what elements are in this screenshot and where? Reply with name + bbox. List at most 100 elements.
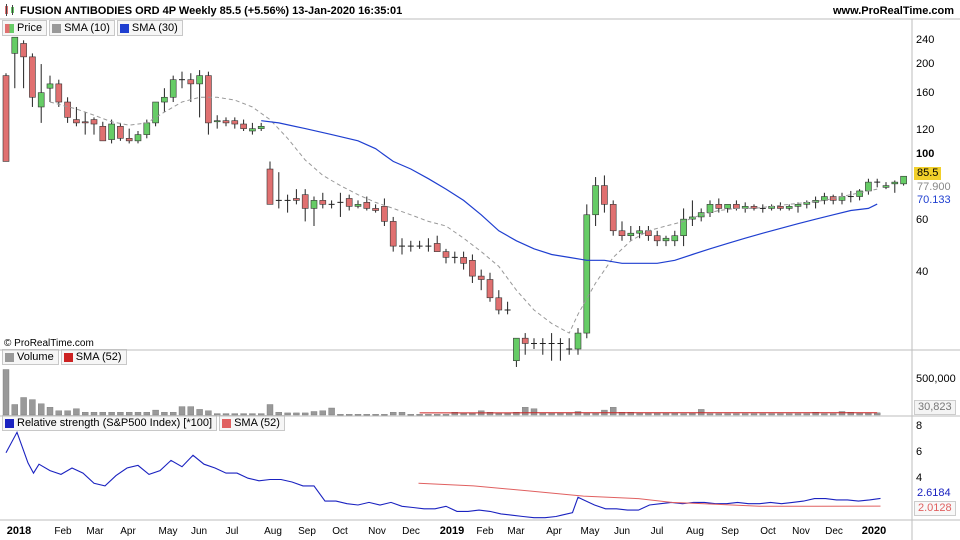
price-tick-60: 60 [916, 214, 929, 226]
candle-body [486, 279, 494, 299]
price-candle [64, 97, 71, 123]
x-tick-jun-2018: Jun [190, 526, 208, 537]
relative-strength-panel [5, 430, 881, 519]
price-candle [205, 71, 212, 135]
price-candle [627, 226, 635, 241]
candle-body [117, 126, 124, 139]
price-candle [829, 194, 837, 205]
legend-volume-sma[interactable]: SMA (52) [60, 349, 127, 365]
candle-body [495, 297, 503, 311]
candle-body [513, 337, 520, 362]
volume-bar [513, 412, 520, 416]
price-candle [486, 272, 494, 302]
price-candle [372, 204, 379, 213]
candle-body [29, 56, 36, 98]
volume-value-tag: 30,823 [914, 400, 956, 415]
volume-bar [671, 412, 678, 416]
candle-body [609, 204, 617, 232]
candle-body [257, 126, 265, 129]
price-candle [249, 122, 256, 135]
price-candle [46, 75, 54, 103]
price-candle [73, 106, 80, 127]
price-candle [671, 230, 679, 247]
volume-bar [522, 407, 529, 416]
volume-bar [662, 412, 670, 416]
price-candle [179, 71, 185, 89]
volume-bar [636, 412, 643, 416]
legend-sma30[interactable]: SMA (30) [116, 20, 183, 36]
volume-bar [346, 414, 353, 416]
volume-bar [328, 407, 335, 416]
rs-tick-8: 8 [916, 420, 923, 432]
candle-body [777, 206, 784, 209]
volume-bar [821, 413, 828, 416]
candle-body [64, 101, 71, 118]
volume-bar [73, 408, 80, 416]
x-tick-feb-2018: Feb [54, 526, 72, 537]
x-tick-aug-2019: Aug [686, 526, 704, 537]
site-url[interactable]: www.ProRealTime.com [832, 5, 954, 17]
price-candle [337, 192, 344, 217]
price-candle [856, 189, 863, 201]
volume-bar [143, 412, 151, 416]
copyright: © ProRealTime.com [4, 338, 94, 349]
sma10-line [49, 96, 878, 334]
volume-bar [205, 410, 212, 416]
volume-tick-500000: 500,000 [916, 373, 956, 385]
candle-body [900, 175, 907, 185]
price-candle [117, 122, 124, 141]
legend-sma30-label: SMA (30) [131, 22, 178, 34]
candle-body [46, 83, 54, 89]
price-candle [741, 202, 749, 213]
volume-bar [777, 413, 784, 416]
rs-line [5, 430, 881, 519]
x-tick-oct-2018: Oct [332, 526, 348, 537]
legend-price[interactable]: Price [2, 20, 48, 36]
volume-bar [706, 413, 714, 416]
x-tick-aug-2018: Aug [264, 526, 282, 537]
candle-body [680, 218, 687, 236]
price-swatch-icon [5, 23, 14, 33]
volume-bar [724, 413, 731, 416]
volume-bar [38, 403, 45, 416]
volume-bar [372, 414, 379, 416]
volume-bar [81, 412, 89, 416]
candle-body [865, 181, 872, 192]
volume-swatch-icon [5, 352, 14, 362]
price-candle [469, 254, 476, 283]
price-candle [750, 204, 758, 211]
x-tick-nov-2018: Nov [368, 526, 386, 537]
volume-bar [530, 408, 538, 416]
volume-bar [434, 414, 441, 416]
price-candle [416, 240, 423, 249]
candle-body [856, 190, 863, 197]
legend-rs-sma[interactable]: SMA (52) [219, 415, 285, 431]
price-candle [425, 238, 432, 252]
price-candle [662, 235, 670, 247]
price-candle [733, 200, 740, 211]
price-tick-160: 160 [916, 87, 935, 99]
price-candle [874, 178, 881, 188]
price-candle [715, 198, 723, 213]
sma10-value-tag: 77.900 [917, 181, 951, 193]
volume-bar [715, 413, 722, 416]
volume-bar [2, 369, 10, 416]
candle-body [99, 126, 107, 142]
volume-bar [284, 412, 291, 416]
price-candle [389, 216, 397, 252]
candle-body [169, 79, 177, 98]
volume-bar [645, 412, 652, 416]
price-candle [477, 269, 485, 291]
candle-body [55, 83, 63, 103]
price-candle [706, 200, 714, 217]
volume-bar [240, 413, 247, 416]
volume-bar [90, 412, 98, 416]
volume-bar [266, 404, 274, 416]
legend-sma10[interactable]: SMA (10) [49, 20, 115, 36]
volume-bar [390, 412, 397, 416]
x-tick-dec-2019: Dec [825, 526, 843, 537]
x-tick-sep-2019: Sep [721, 526, 739, 537]
price-candle [293, 189, 300, 205]
price-candle [601, 175, 608, 213]
